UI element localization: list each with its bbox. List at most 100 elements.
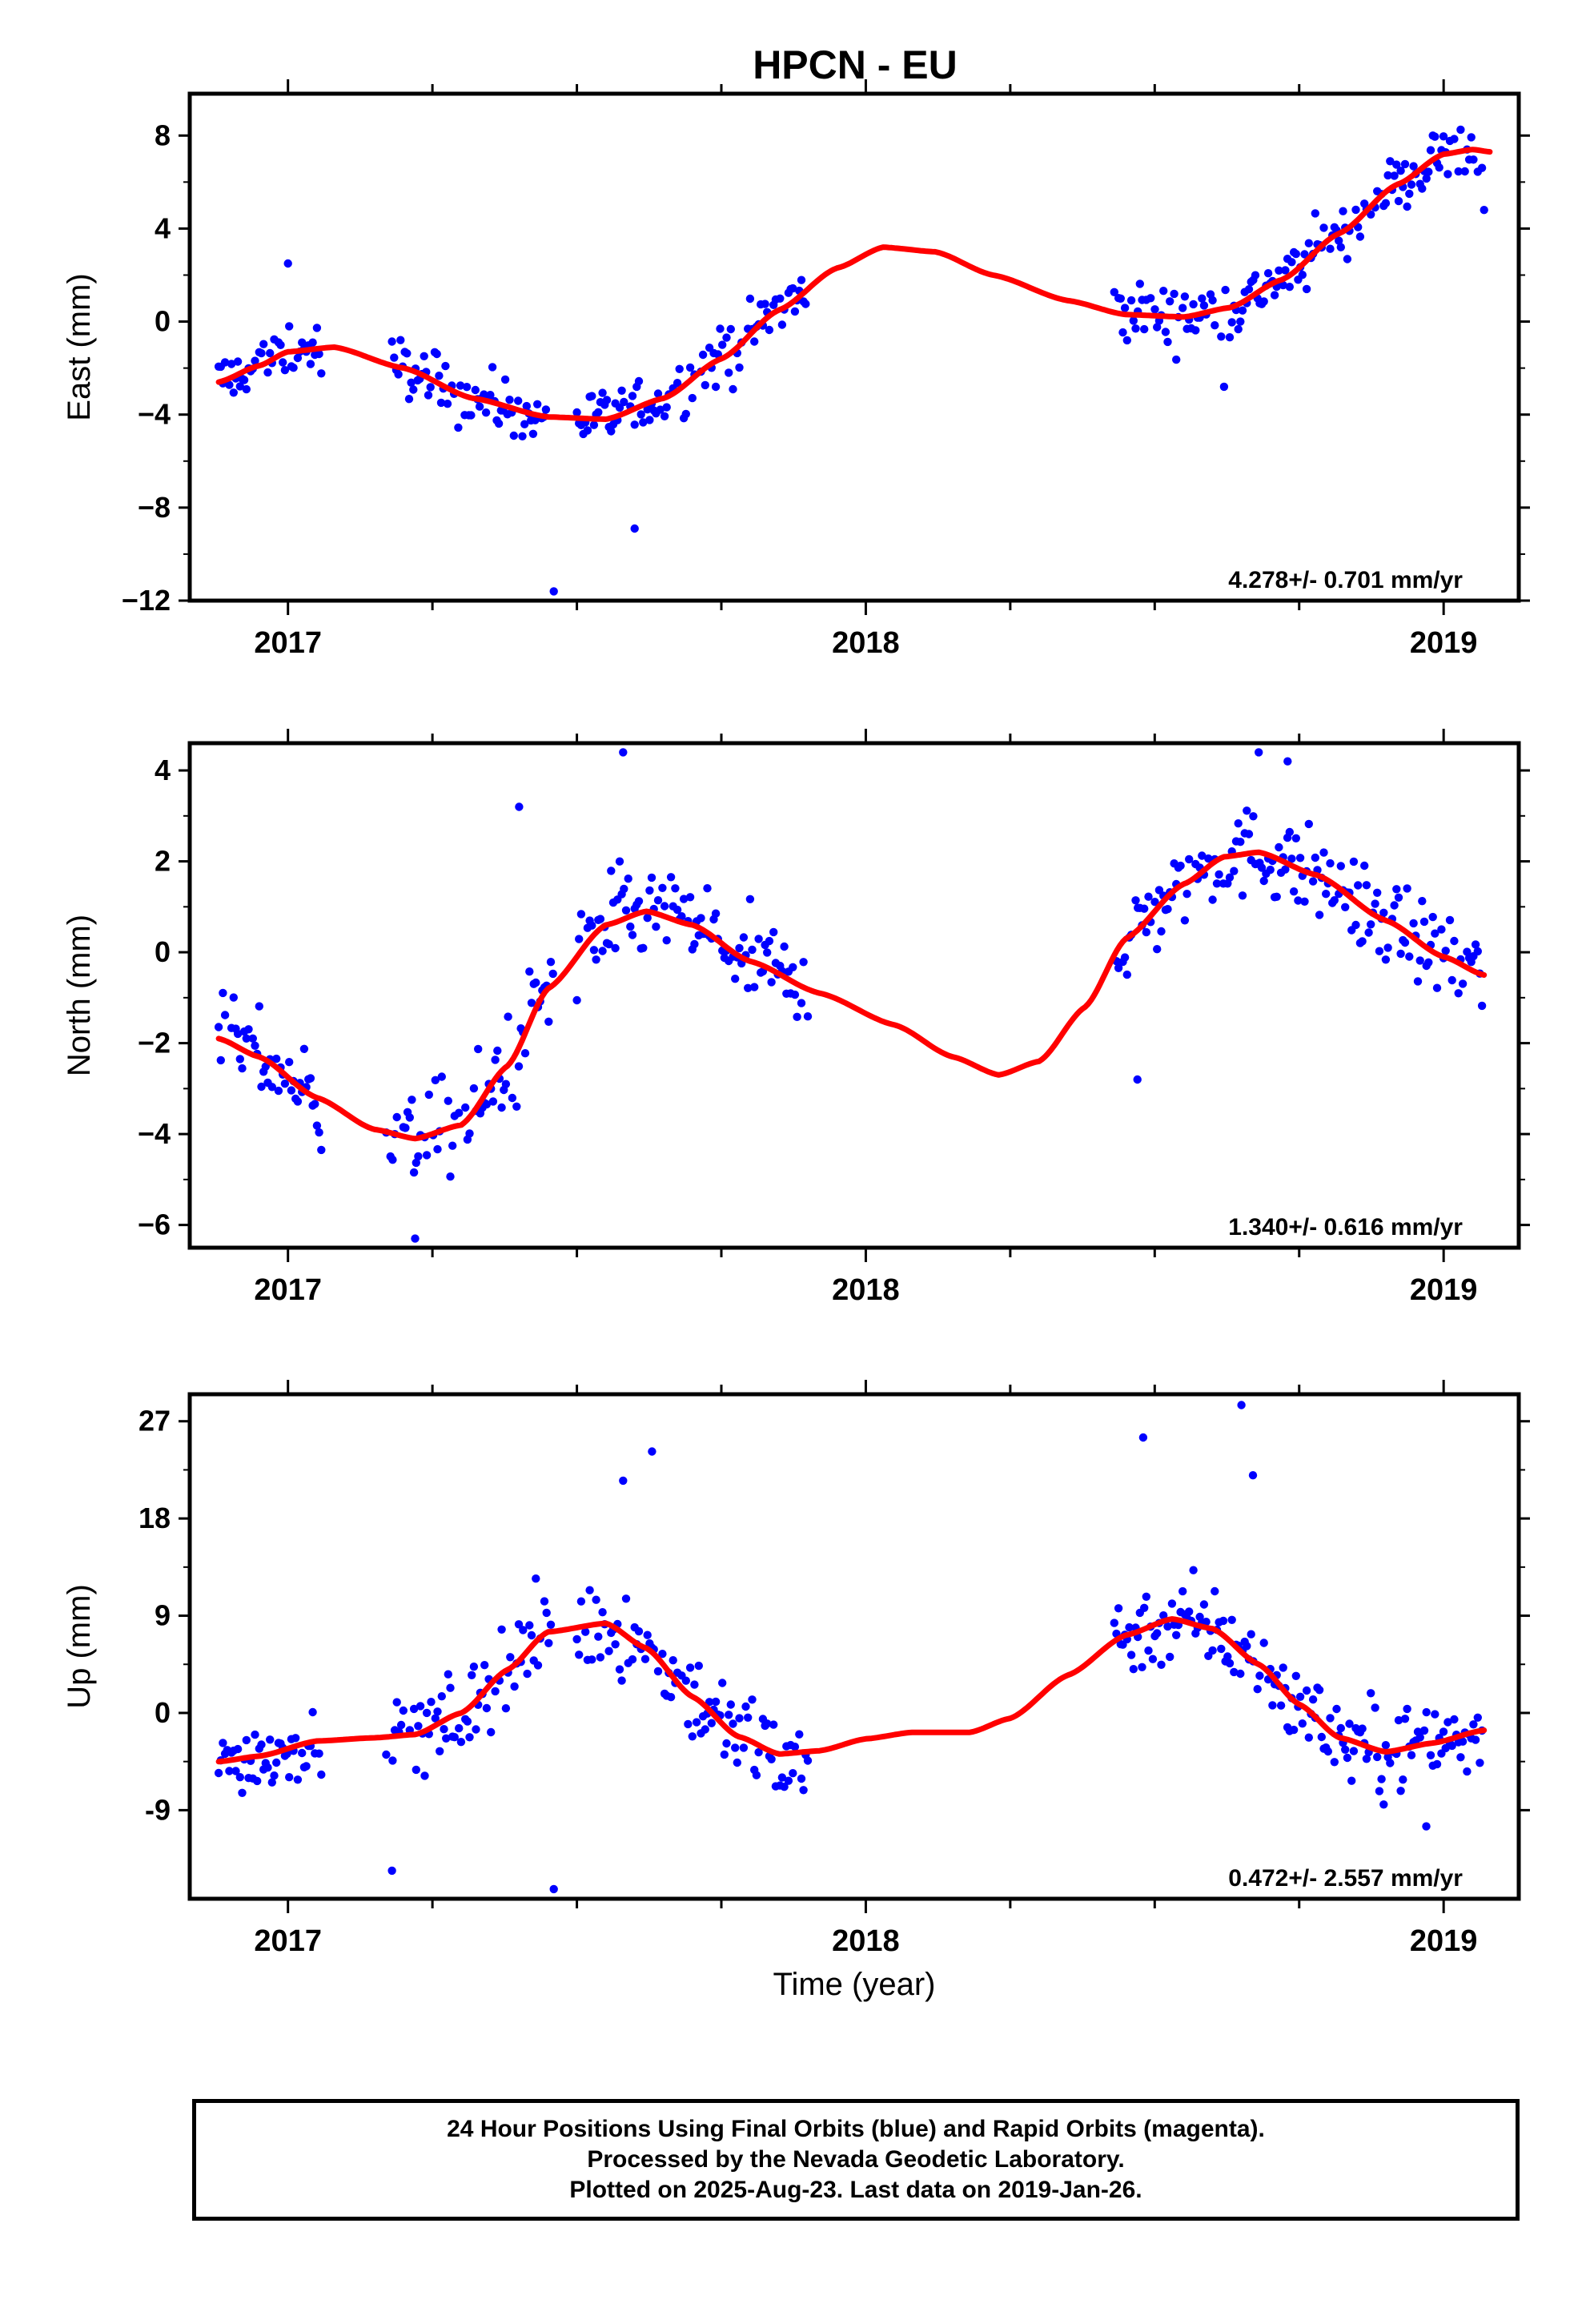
data-point [1396,167,1405,175]
data-point [404,395,414,404]
y-tick-label: 0 [155,935,171,968]
data-point [1259,1638,1268,1647]
data-point [474,1044,483,1054]
y-tick-label: −4 [138,398,171,431]
data-point [1364,928,1373,937]
data-point-outlier [630,524,639,533]
data-point [620,884,628,894]
data-point [1396,949,1405,959]
data-point [1150,305,1159,314]
data-point [469,1084,479,1093]
data-point [640,1655,650,1663]
data-point [729,384,737,394]
data-point [312,1121,322,1130]
data-point [220,358,230,367]
data-point [1302,284,1311,294]
data-point [1419,917,1429,927]
data-point [1140,1603,1149,1613]
data-point [1163,1622,1172,1631]
data-point [1362,881,1371,890]
data-point [227,360,236,368]
data-point [797,1774,806,1783]
data-point [1198,851,1207,860]
data-point [1428,912,1437,922]
data-point [433,1144,442,1154]
y-tick-label: 9 [155,1599,171,1632]
data-point [274,1086,283,1096]
data-point [1431,132,1439,141]
chart-title: HPCN - EU [753,42,958,87]
data-point [673,905,682,915]
data-point [465,1129,474,1138]
y-axis-label: North (mm) [62,915,97,1076]
y-axis-label: Up (mm) [62,1584,97,1709]
data-point [1295,854,1305,862]
data-point [1208,296,1217,305]
data-point [763,1719,772,1728]
data-point [1212,879,1222,888]
data-point [1153,1629,1162,1638]
y-tick-label: −4 [138,1117,171,1150]
data-point [312,324,322,332]
data-point [726,324,735,334]
data-point [790,990,800,999]
data-point [1154,886,1164,895]
data-point [765,325,774,335]
data-point [1234,818,1243,828]
data-point [1386,1759,1395,1767]
data-point [1319,848,1328,857]
data-point [656,405,665,414]
data-point [662,936,671,945]
data-point [1259,876,1268,886]
data-point [741,1702,750,1711]
data-point [409,1704,419,1714]
data-point [1263,269,1273,278]
data-point [1163,905,1172,914]
data-point [1291,834,1301,843]
data-point-outlier [1138,1433,1148,1442]
model-curve [215,1616,1488,1765]
data-point [1477,1001,1487,1011]
data-point [1422,1707,1431,1717]
data-point [720,1750,729,1759]
data-point [1238,306,1247,315]
data-point [598,388,607,397]
data-point [666,873,676,882]
data-point [1295,1692,1305,1701]
data-point [671,884,680,893]
data-point [1166,297,1174,306]
data-point [1308,877,1318,886]
data-point [514,396,523,405]
data-point [1176,861,1185,870]
data-point [1441,947,1450,955]
data-point [643,914,652,923]
data-point [1386,157,1395,166]
data-point [690,1680,699,1689]
data-point [1204,854,1213,863]
data-point [293,353,303,363]
y-tick-label: 8 [155,119,171,151]
data-point [1289,887,1299,896]
data-point [1276,1701,1286,1710]
data-point [289,364,298,372]
data-point [685,893,695,902]
data-point [1144,1646,1153,1655]
data-point [1126,1651,1136,1659]
data-point [293,1775,303,1784]
data-point [634,376,644,386]
data-point [405,1113,414,1122]
data-point [767,1755,776,1763]
data-point [1275,266,1283,275]
data-point [1159,1611,1168,1620]
data-point [1392,885,1401,894]
data-point [1225,873,1235,882]
data-point [462,383,472,392]
data-point [1471,1735,1480,1744]
data-point [1460,167,1469,176]
data-point [527,999,536,1007]
caption-line-2: Processed by the Nevada Geodetic Laborat… [587,2146,1125,2173]
data-point [604,939,613,949]
data-point [1291,1671,1301,1680]
data-point [1454,167,1463,176]
data-point [679,895,689,903]
